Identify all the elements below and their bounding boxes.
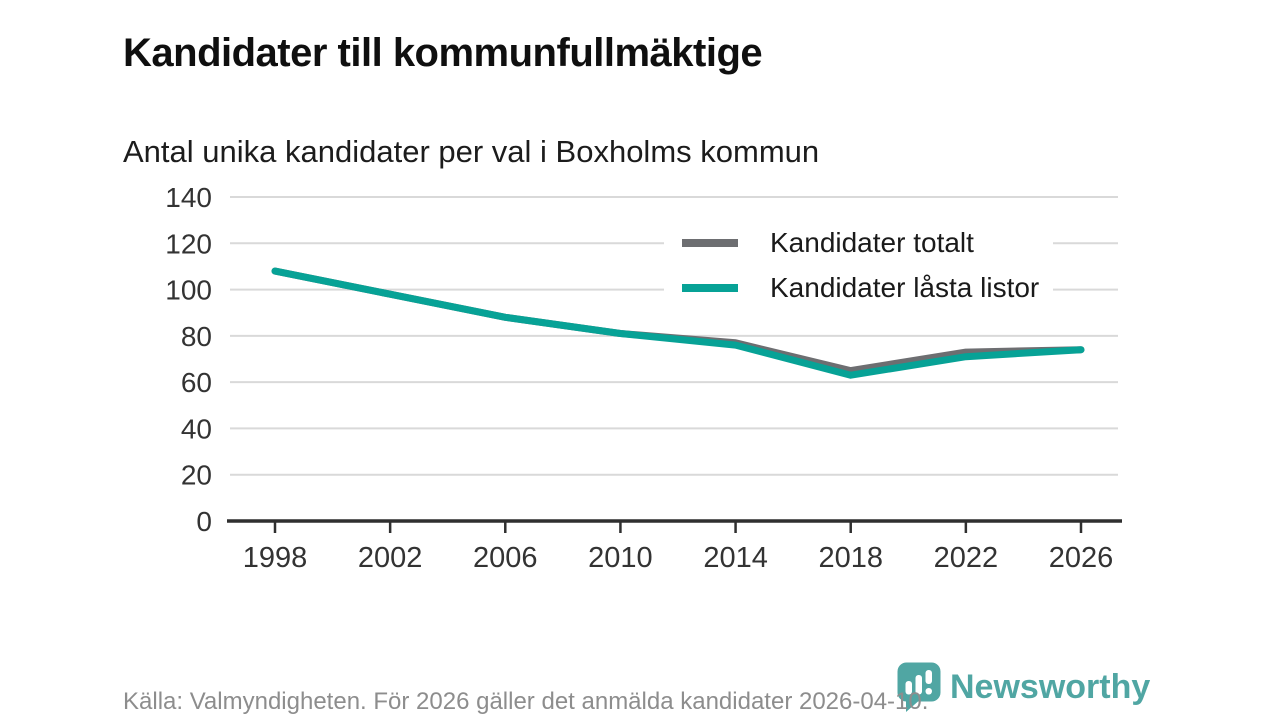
x-axis-tick-label: 2022 — [934, 542, 999, 574]
legend-label-total: Kandidater totalt — [770, 226, 974, 258]
legend-line-swatch-gray-icon — [682, 238, 738, 247]
x-axis-tick-label: 2018 — [818, 542, 883, 574]
series-line-locked-lists — [271, 267, 1085, 379]
x-axis-tick-label: 2014 — [703, 542, 768, 574]
legend-line-swatch-teal-icon — [682, 283, 738, 292]
legend-item-total: Kandidater totalt — [682, 220, 1039, 265]
y-axis-tick-label: 80 — [181, 321, 212, 352]
y-axis-tick-label: 100 — [165, 275, 212, 306]
newsworthy-logo-text: Newsworthy — [950, 667, 1151, 706]
y-axis-tick-label: 20 — [181, 460, 212, 491]
y-axis-tick-label: 120 — [165, 228, 212, 259]
y-axis-tick-label: 140 — [165, 182, 212, 213]
x-axis-tick-label: 1998 — [243, 542, 308, 574]
chart-legend: Kandidater totalt Kandidater låsta listo… — [664, 219, 1054, 313]
y-axis-tick-label: 60 — [181, 367, 212, 398]
page-title: Kandidater till kommunfullmäktige — [123, 30, 763, 75]
y-axis-tick-label: 0 — [196, 506, 212, 537]
newsworthy-logo-icon — [897, 662, 941, 712]
chart-subtitle: Antal unika kandidater per val i Boxholm… — [123, 133, 820, 169]
y-axis-tick-label: 40 — [181, 413, 212, 444]
legend-item-locked-lists: Kandidater låsta listor — [682, 265, 1039, 310]
x-axis-tick-label: 2002 — [358, 542, 423, 574]
newsworthy-logo: Newsworthy — [897, 662, 1150, 712]
x-axis-tick-label: 2006 — [473, 542, 538, 574]
x-axis-tick-label: 2026 — [1049, 542, 1114, 574]
source-note: Källa: Valmyndigheten. För 2026 gäller d… — [123, 688, 929, 715]
legend-label-locked-lists: Kandidater låsta listor — [770, 271, 1040, 303]
x-axis-tick-label: 2010 — [588, 542, 653, 574]
